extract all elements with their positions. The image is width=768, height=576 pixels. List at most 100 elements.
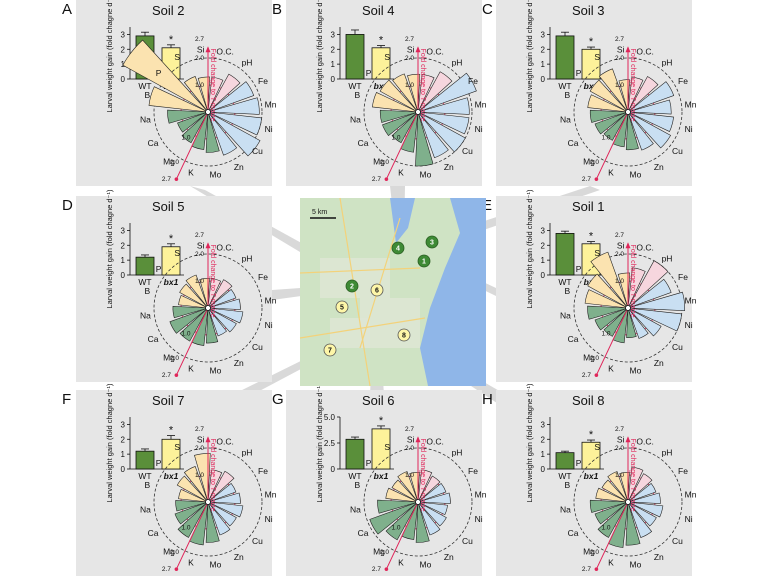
element-label-na: Na xyxy=(350,114,361,124)
petal-oc xyxy=(627,267,646,309)
petal-mn xyxy=(417,492,451,504)
element-label-ph: pH xyxy=(242,254,253,264)
y-tick-label: 0 xyxy=(541,75,546,84)
bar-wt xyxy=(345,438,365,470)
petal-p xyxy=(379,79,419,113)
element-label-oc: O.C. xyxy=(216,436,233,446)
panel-letter: A xyxy=(62,1,72,18)
petal-mo xyxy=(206,307,219,344)
ring-label-diag-2.7: 2.7 xyxy=(162,372,171,379)
petal-mn xyxy=(627,492,661,504)
element-label-mg: Mg xyxy=(583,352,595,362)
element-label-p: P xyxy=(156,264,162,274)
ring-2 xyxy=(573,447,683,557)
element-label-si: Si xyxy=(197,434,205,444)
element-label-si: Si xyxy=(617,44,625,54)
petal-si xyxy=(199,278,210,309)
y-tick-label: 2 xyxy=(121,45,126,54)
petal-mg xyxy=(385,501,419,541)
petal-s xyxy=(598,68,629,113)
site-marker-5: 5 xyxy=(335,300,349,314)
site-marker-2: 2 xyxy=(345,279,359,293)
element-label-na: Na xyxy=(350,504,361,514)
ring-label-up-1.0: 1.0 xyxy=(405,82,414,89)
rose-center xyxy=(625,499,631,505)
y-tick-label: 3 xyxy=(331,30,336,39)
petal-na xyxy=(172,306,209,319)
significance-marker: * xyxy=(589,429,594,441)
petal-zn xyxy=(207,501,231,536)
petal-na xyxy=(589,499,629,513)
site-marker-label: 3 xyxy=(430,240,434,247)
ring-2 xyxy=(153,253,263,363)
petal-na xyxy=(379,109,419,123)
rose-center xyxy=(415,109,421,115)
panel-title: Soil 7 xyxy=(152,393,185,408)
element-label-ni: Ni xyxy=(265,124,273,134)
ring-label-up-2.0: 2.0 xyxy=(195,55,204,62)
y-axis-label: Larval weight gain (fold chagne d⁻¹) xyxy=(315,383,324,503)
ring-label-diag-2.7: 2.7 xyxy=(372,566,381,573)
petal-b xyxy=(595,487,629,503)
site-marker-circle xyxy=(425,235,439,249)
y-tick-label: 1 xyxy=(541,60,546,69)
petal-si xyxy=(197,76,210,113)
element-label-cu: Cu xyxy=(672,146,683,156)
y-tick-label: 3 xyxy=(541,420,546,429)
ring-2 xyxy=(363,57,473,167)
element-label-ni: Ni xyxy=(685,124,693,134)
fold-axis-diag xyxy=(175,111,209,180)
petal-fe xyxy=(627,81,675,113)
petal-ni xyxy=(417,501,448,516)
element-label-p: P xyxy=(366,458,372,468)
map-scale-label: 5 km xyxy=(312,209,327,216)
element-label-k: K xyxy=(398,558,404,568)
petal-b xyxy=(178,294,209,309)
petal-mg xyxy=(603,307,629,337)
element-label-k: K xyxy=(608,558,614,568)
ring-label-diag-2.7: 2.7 xyxy=(162,176,171,183)
element-label-p: P xyxy=(576,264,582,274)
element-label-na: Na xyxy=(560,310,571,320)
panel-d: D Soil 5 0 1 2 3 Larval weight gain (fold chag… xyxy=(62,189,277,382)
panel-letter: C xyxy=(482,1,493,18)
element-label-ca: Ca xyxy=(148,334,159,344)
element-label-ca: Ca xyxy=(568,334,579,344)
element-label-mg: Mg xyxy=(373,546,385,556)
ring-label-up-2.7: 2.7 xyxy=(615,232,624,239)
fold-axis-arrow-diag xyxy=(174,567,179,571)
petal-b xyxy=(178,488,209,503)
site-marker-circle xyxy=(417,254,431,268)
petal-ca xyxy=(382,111,419,137)
petal-mo xyxy=(205,501,220,543)
category-label-wt: WT xyxy=(348,471,361,481)
element-label-ni: Ni xyxy=(475,514,483,524)
y-tick-label: 2 xyxy=(121,435,126,444)
ring-label-diag-1.0: 1.0 xyxy=(181,134,190,141)
element-label-oc: O.C. xyxy=(636,436,653,446)
element-label-mn: Mn xyxy=(265,490,277,500)
petal-mn xyxy=(207,492,241,504)
site-marker-label: 7 xyxy=(328,348,332,355)
map-road xyxy=(299,317,426,339)
petal-ph xyxy=(627,260,669,309)
site-marker-circle xyxy=(345,279,359,293)
fold-axis-label: Fold change to T-maize xyxy=(209,439,216,512)
petal-cu xyxy=(627,501,657,527)
petal-zn xyxy=(207,111,238,156)
map-road xyxy=(339,197,371,387)
petal-s xyxy=(397,471,419,503)
petal-oc xyxy=(417,469,433,503)
element-label-fe: Fe xyxy=(468,466,478,476)
fold-axis-arrow-diag xyxy=(384,177,389,181)
y-tick-label: 3 xyxy=(121,30,126,39)
panel-letter: B xyxy=(272,1,282,18)
panel-letter: F xyxy=(62,391,71,408)
ring-label-up-2.7: 2.7 xyxy=(195,426,204,433)
element-label-mg: Mg xyxy=(163,546,175,556)
element-label-mo: Mo xyxy=(209,170,221,180)
petal-zn xyxy=(627,111,654,151)
element-label-si: Si xyxy=(617,434,625,444)
